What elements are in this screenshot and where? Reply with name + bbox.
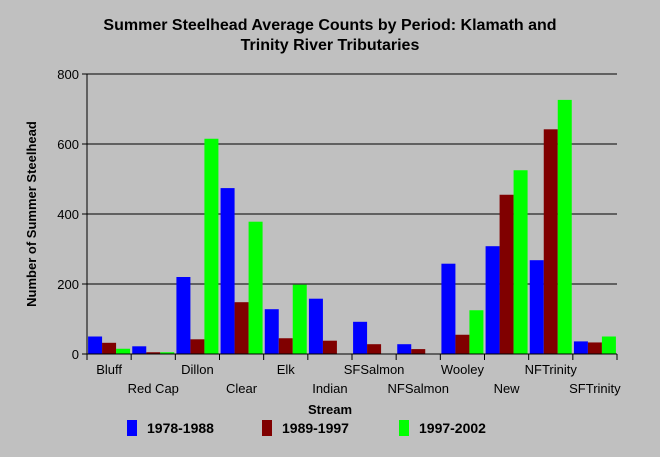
y-tick-label-0: 0 — [72, 347, 79, 362]
x-tick-label-NFTrinity: NFTrinity — [525, 362, 578, 377]
x-tick-label-New: New — [494, 381, 521, 396]
legend-swatch-series-1 — [127, 420, 137, 436]
y-tick-label-400: 400 — [57, 207, 79, 222]
x-tick-label-Indian: Indian — [312, 381, 347, 396]
y-tick-label-800: 800 — [57, 67, 79, 82]
bar-Elk-1978-1988 — [264, 309, 279, 354]
legend-label-series-1: 1978-1988 — [147, 420, 214, 436]
bar-Wooley-1978-1988 — [441, 263, 456, 354]
bar-New-1978-1988 — [485, 246, 500, 354]
bar-SFTrinity-1978-1988 — [573, 341, 588, 354]
legend-label-series-2: 1989-1997 — [282, 420, 349, 436]
y-tick-label-200: 200 — [57, 277, 79, 292]
bar-Wooley-1997-2002 — [469, 310, 484, 354]
x-tick-label-SFTrinity: SFTrinity — [569, 381, 621, 396]
bar-NFTrinity-1978-1988 — [529, 260, 544, 354]
legend: 1978-1988 1989-1997 1997-2002 — [0, 420, 660, 448]
bar-Clear-1989-1997 — [234, 302, 249, 354]
chart-title-line-1: Summer Steelhead Average Counts by Perio… — [103, 17, 557, 34]
legend-item-series-2: 1989-1997 — [262, 420, 349, 436]
bar-Indian-1989-1997 — [322, 340, 337, 354]
bar-Red Cap-1978-1988 — [132, 346, 147, 354]
bar-Dillon-1997-2002 — [204, 138, 219, 354]
x-tick-label-NFSalmon: NFSalmon — [388, 381, 449, 396]
bar-SFTrinity-1997-2002 — [601, 336, 616, 354]
bar-Dillon-1978-1988 — [176, 277, 191, 354]
x-tick-label-Bluff: Bluff — [96, 362, 122, 377]
legend-label-series-3: 1997-2002 — [419, 420, 486, 436]
bar-SFTrinity-1989-1997 — [587, 342, 602, 354]
bar-SFSalmon-1989-1997 — [367, 344, 382, 354]
x-tick-label-Elk: Elk — [277, 362, 296, 377]
bar-Bluff-1978-1988 — [88, 336, 103, 354]
bar-NFSalmon-1978-1988 — [397, 344, 412, 354]
bar-Red Cap-1997-2002 — [160, 352, 175, 354]
chart-title-line-2: Trinity River Tributaries — [240, 37, 420, 54]
y-axis-label: Number of Summer Steelhead — [24, 121, 39, 307]
bar-Bluff-1989-1997 — [102, 342, 117, 354]
bar-SFSalmon-1978-1988 — [353, 321, 368, 354]
bar-Dillon-1989-1997 — [190, 339, 205, 354]
bar-New-1997-2002 — [513, 170, 528, 354]
x-tick-label-Clear: Clear — [226, 381, 258, 396]
x-tick-label-SFSalmon: SFSalmon — [344, 362, 405, 377]
bar-Red Cap-1989-1997 — [146, 352, 161, 354]
legend-swatch-series-2 — [262, 420, 272, 436]
bar-Clear-1978-1988 — [220, 188, 235, 354]
bar-Elk-1997-2002 — [292, 284, 307, 354]
legend-item-series-1: 1978-1988 — [127, 420, 214, 436]
bar-Clear-1997-2002 — [248, 221, 263, 354]
y-tick-label-600: 600 — [57, 137, 79, 152]
bar-NFSalmon-1989-1997 — [411, 349, 426, 354]
bar-New-1989-1997 — [499, 194, 514, 354]
legend-item-series-3: 1997-2002 — [399, 420, 486, 436]
x-axis-label: Stream — [307, 402, 353, 417]
bar-Bluff-1997-2002 — [116, 348, 131, 354]
x-tick-label-Red Cap: Red Cap — [128, 381, 179, 396]
bar-NFTrinity-1989-1997 — [543, 129, 558, 354]
legend-swatch-series-3 — [399, 420, 409, 436]
bar-Indian-1978-1988 — [308, 298, 323, 354]
bar-Elk-1989-1997 — [278, 338, 293, 354]
bar-Wooley-1989-1997 — [455, 334, 470, 354]
x-tick-label-Dillon: Dillon — [181, 362, 214, 377]
chart-title: Summer Steelhead Average Counts by Perio… — [0, 16, 660, 56]
bar-NFTrinity-1997-2002 — [557, 99, 572, 355]
x-tick-label-Wooley: Wooley — [441, 362, 485, 377]
